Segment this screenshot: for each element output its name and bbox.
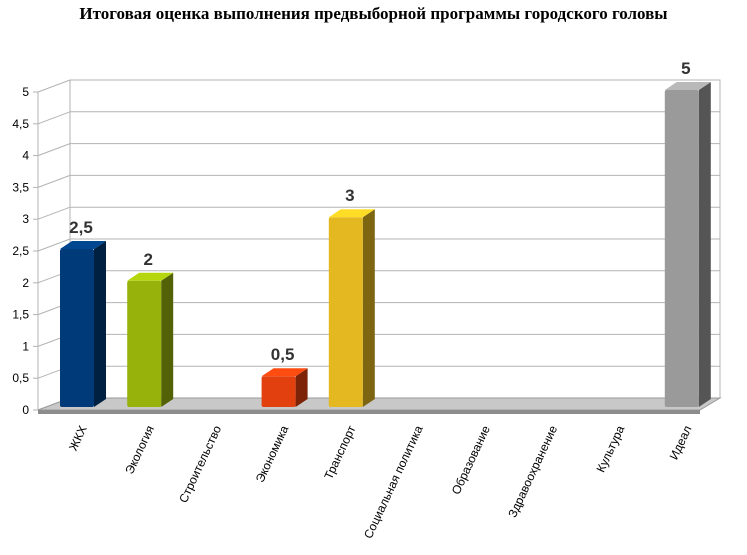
x-category-label: ЖКХ: [66, 423, 90, 453]
bars-layer: [60, 82, 711, 407]
x-category-label: Культура: [594, 423, 628, 474]
gridline-depth: [37, 79, 71, 93]
x-category-label: Образование: [449, 423, 493, 497]
x-category-label: Строительство: [176, 423, 224, 505]
gridline-depth: [37, 206, 71, 220]
bar-top: [60, 241, 106, 249]
bar: [127, 272, 174, 407]
x-category-label: Идеал: [667, 423, 695, 462]
y-tick-label: 0: [22, 403, 29, 417]
bar-front: [328, 217, 363, 407]
y-tick-label: 1: [22, 339, 29, 353]
bar-side: [94, 241, 106, 407]
gridline-depth: [37, 174, 71, 188]
grid-layer: 0 0,5 1 1,5 2 2,5 3 3,5 4 4,5 5: [12, 79, 721, 417]
bar-front: [60, 249, 94, 407]
y-tick-label: 2: [22, 276, 29, 290]
bar-top: [127, 272, 174, 281]
y-tick-label: 4: [22, 149, 29, 163]
bar-side: [698, 82, 711, 407]
y-tick-label: 4,5: [12, 117, 29, 131]
data-label: 2,5: [69, 218, 93, 237]
chart-title: Итоговая оценка выполнения предвыборной …: [79, 4, 668, 23]
x-category-label: Транспорт: [321, 423, 358, 482]
data-label: 2: [143, 250, 152, 269]
y-tick-label: 3: [22, 212, 29, 226]
bar-side: [295, 368, 308, 407]
x-category-label: Социальная политика: [361, 423, 426, 541]
bar-side: [161, 272, 174, 407]
gridline-depth: [37, 238, 71, 252]
data-label: 5: [681, 59, 690, 78]
bar-top: [261, 368, 308, 377]
y-tick-label: 2,5: [12, 244, 29, 258]
gridline-depth: [37, 111, 71, 125]
data-label: 0,5: [271, 345, 295, 364]
floor-front: [38, 410, 700, 414]
x-category-label: Здравоохранение: [505, 423, 560, 520]
bar-side: [362, 209, 375, 407]
bar: [664, 82, 711, 407]
chart-floor: [37, 397, 722, 414]
bar: [261, 368, 308, 407]
bar-top: [664, 82, 711, 90]
bar-front: [261, 376, 296, 407]
y-tick-label: 0,5: [12, 371, 29, 385]
gridline-depth: [37, 143, 71, 157]
bar: [60, 241, 106, 407]
y-tick-label: 5: [22, 85, 29, 99]
x-category-label: Экология: [122, 423, 157, 476]
data-label: 3: [345, 186, 354, 205]
y-tick-label: 3,5: [12, 180, 29, 194]
bar-top: [328, 209, 375, 218]
bar-front: [664, 90, 699, 407]
bar-front: [127, 280, 162, 407]
y-tick-label: 1,5: [12, 308, 29, 322]
bar: [328, 209, 375, 407]
x-category-label: Экономика: [253, 423, 292, 485]
